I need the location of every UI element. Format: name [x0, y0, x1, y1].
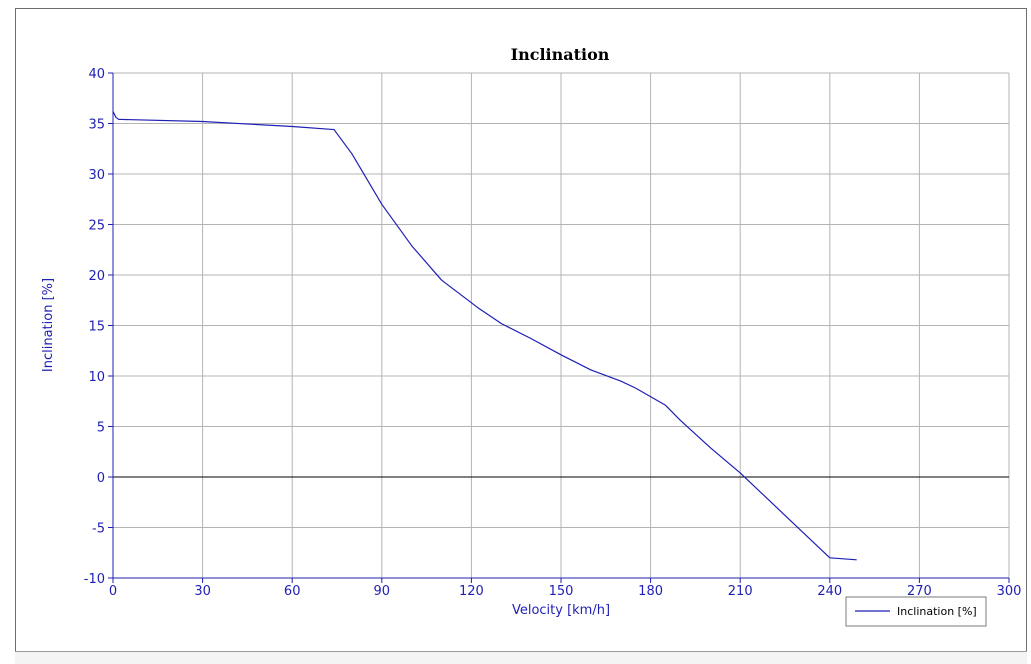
- series-line: [112, 111, 857, 561]
- y-tick-label: 10: [88, 370, 105, 385]
- y-tick-label: 40: [88, 67, 105, 82]
- x-tick-label: 150: [549, 584, 574, 599]
- y-tick-label: -5: [92, 522, 105, 537]
- x-tick-label: 240: [817, 584, 842, 599]
- bottom-strip: [15, 651, 1027, 664]
- x-tick-label: 90: [374, 584, 391, 599]
- y-axis-title: Inclination [%]: [41, 278, 56, 372]
- y-tick-label: 0: [97, 471, 105, 486]
- x-axis-title: Velocity [km/h]: [512, 603, 610, 618]
- x-tick-label: 270: [907, 584, 932, 599]
- chart-title: Inclination: [511, 45, 610, 64]
- x-tick-label: 120: [459, 584, 484, 599]
- y-tick-label: 20: [88, 269, 105, 284]
- y-tick-label: 5: [97, 421, 105, 436]
- y-tick-label: 25: [88, 219, 105, 234]
- x-tick-label: 30: [194, 584, 211, 599]
- series: [112, 111, 857, 561]
- y-tick-label: 35: [88, 118, 105, 133]
- y-tick-label: -10: [84, 572, 105, 587]
- y-tick-label: 30: [88, 168, 105, 183]
- x-tick-label: 180: [638, 584, 663, 599]
- legend-label: Inclination [%]: [897, 605, 977, 618]
- ticks: 0 30 60 90 120 150 180 210 240 270 300 -10 -5 0 5 10 15 2…: [84, 67, 1022, 599]
- x-tick-label: 300: [997, 584, 1022, 599]
- legend: Inclination [%]: [845, 596, 987, 627]
- x-tick-label: 0: [109, 584, 117, 599]
- y-tick-label: 15: [88, 320, 105, 335]
- grid: [113, 72, 1010, 578]
- x-tick-label: 60: [284, 584, 301, 599]
- x-tick-label: 210: [728, 584, 753, 599]
